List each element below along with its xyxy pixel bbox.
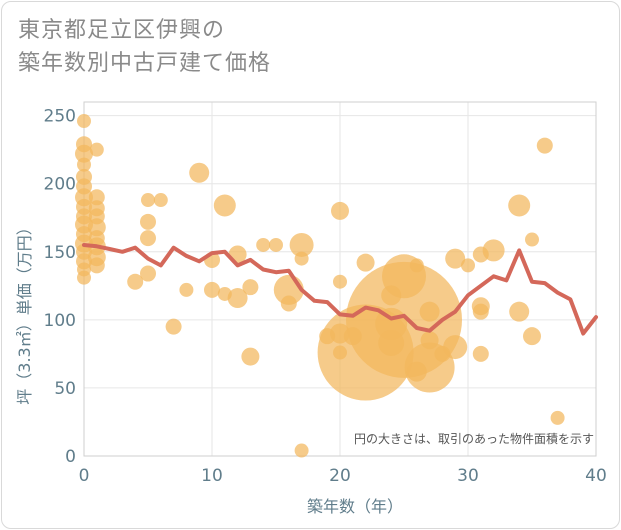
bubble-point xyxy=(356,253,375,272)
bubble-point xyxy=(472,246,489,263)
bubble-point xyxy=(88,257,105,274)
bubble-point xyxy=(536,137,553,154)
bubble-point xyxy=(420,331,439,350)
bubble-point xyxy=(241,347,260,366)
y-axis-title: 坪（3.3㎡）単価（万円） xyxy=(15,219,34,404)
chart-title-line-2: 築年数別中古戸建て価格 xyxy=(18,51,272,76)
x-tick-label: 20 xyxy=(329,466,351,486)
y-tick-label: 50 xyxy=(54,379,76,399)
bubble-point xyxy=(319,328,336,345)
bubbles xyxy=(75,114,565,458)
bubble-point xyxy=(508,194,531,217)
axis-ticks: 0 10 20 30 40 0 50 100 150 200 250 xyxy=(44,107,607,486)
bubble-point xyxy=(89,142,104,157)
bubble-point xyxy=(204,281,220,298)
bubble-point xyxy=(179,282,194,297)
x-tick-label: 40 xyxy=(585,466,607,486)
bubble-point xyxy=(525,232,539,247)
bubble-point xyxy=(77,114,91,129)
trend-line-group xyxy=(82,243,598,336)
bubble-point xyxy=(242,279,259,296)
bubble-point xyxy=(550,410,565,425)
bubble-point xyxy=(419,301,440,322)
bubble-point xyxy=(280,295,297,312)
bubble-point xyxy=(294,251,309,266)
x-axis-title: 築年数（年） xyxy=(307,497,403,516)
bubble-point xyxy=(461,258,475,273)
bubble-point xyxy=(509,301,530,322)
bubble-point xyxy=(343,327,362,346)
chart-title: 東京都足立区伊興の 築年数別中古戸建て価格 xyxy=(18,14,271,80)
bubble-point xyxy=(76,208,92,225)
y-tick-label: 250 xyxy=(44,107,76,127)
bubble-point xyxy=(333,274,347,289)
bubble-point xyxy=(88,208,105,225)
bubble-point xyxy=(77,270,91,285)
bubble-point xyxy=(523,327,541,346)
bubble-point xyxy=(153,193,168,208)
bubble-point xyxy=(127,273,144,290)
bubble-point xyxy=(141,193,155,208)
y-tick-label: 150 xyxy=(44,243,76,263)
bubble-point xyxy=(256,237,271,252)
size-note: 円の大きさは、取引のあった物件面積を示す xyxy=(354,431,594,446)
bubble-point xyxy=(269,237,283,252)
average-price-line xyxy=(82,243,598,336)
bubble-point xyxy=(76,178,92,195)
bubble-point xyxy=(76,226,92,243)
bubble-point xyxy=(434,345,451,362)
bubble-point xyxy=(165,318,182,335)
bubble-point xyxy=(189,162,210,183)
y-tick-label: 100 xyxy=(44,311,76,331)
bubble-point xyxy=(409,258,424,273)
bubble-point xyxy=(294,443,309,458)
x-tick-label: 10 xyxy=(201,466,223,486)
bubble-point xyxy=(472,303,489,320)
bubble-point xyxy=(76,136,92,153)
y-tick-label: 0 xyxy=(65,447,76,467)
bubble-point xyxy=(445,248,466,269)
bubble-point xyxy=(140,213,156,230)
bubble-point xyxy=(88,230,105,247)
bubble-point xyxy=(331,201,349,220)
bubble-point xyxy=(77,157,91,172)
bubble-point xyxy=(289,232,314,257)
bubble-point xyxy=(381,285,402,306)
bubble-point xyxy=(140,230,156,247)
x-tick-label: 0 xyxy=(79,466,90,486)
bubble-point xyxy=(217,286,232,301)
bubble-point xyxy=(333,345,347,360)
bubble-point xyxy=(472,345,489,362)
y-tick-label: 200 xyxy=(44,175,76,195)
bubble-point xyxy=(378,329,405,356)
chart-title-line-1: 東京都足立区伊興の xyxy=(18,18,226,43)
bubble-point xyxy=(213,194,236,217)
bubble-point xyxy=(140,265,156,282)
x-tick-label: 30 xyxy=(457,466,479,486)
bubble-point xyxy=(227,288,248,309)
bubble-point xyxy=(406,361,427,382)
